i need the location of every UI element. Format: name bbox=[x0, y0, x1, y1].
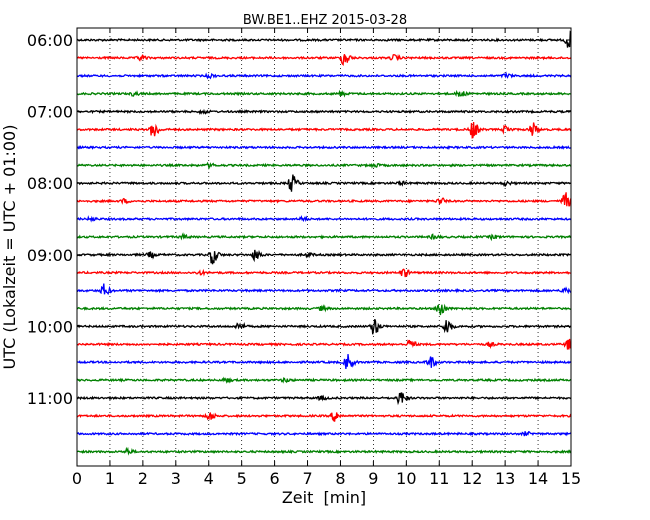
seismic-trace bbox=[76, 89, 572, 98]
x-tick-label: 1 bbox=[105, 469, 115, 488]
x-tick-label: 7 bbox=[302, 469, 312, 488]
y-tick-label: 09:00 bbox=[27, 246, 73, 265]
y-tick-label: 08:00 bbox=[27, 174, 73, 193]
x-tick-label: 0 bbox=[72, 469, 82, 488]
x-tick-label: 15 bbox=[561, 469, 581, 488]
seismic-trace bbox=[76, 430, 572, 437]
x-tick-label: 12 bbox=[462, 469, 482, 488]
seismic-trace bbox=[76, 354, 572, 370]
seismic-trace bbox=[76, 121, 572, 139]
x-tick-label: 13 bbox=[495, 469, 515, 488]
seismic-trace bbox=[76, 161, 571, 170]
x-tick-label: 5 bbox=[237, 469, 247, 488]
y-tick-label: 07:00 bbox=[27, 103, 73, 122]
x-tick-label: 8 bbox=[335, 469, 345, 488]
seismic-trace bbox=[76, 392, 572, 406]
y-axis-label: UTC (Lokalzeit = UTC + 01:00) bbox=[0, 125, 19, 370]
seismic-trace bbox=[76, 283, 572, 296]
x-tick-label: 6 bbox=[270, 469, 280, 488]
x-tick-label: 3 bbox=[171, 469, 181, 488]
y-tick-label: 11:00 bbox=[27, 389, 73, 408]
y-tick-label: 06:00 bbox=[27, 31, 73, 50]
seismic-trace bbox=[76, 412, 572, 422]
plot-frame bbox=[76, 27, 572, 467]
seismic-trace bbox=[76, 268, 572, 278]
seismic-trace bbox=[76, 192, 572, 207]
y-ticks: 06:00 07:00 08:00 09:00 10:00 11:00 bbox=[27, 31, 571, 408]
seismic-traces bbox=[76, 30, 572, 456]
seismic-trace bbox=[76, 71, 572, 80]
seismic-trace bbox=[76, 30, 572, 48]
x-ticks: 0 1 2 3 4 5 6 7 8 9 10 11 12 13 14 15 bbox=[72, 28, 581, 488]
x-tick-label: 2 bbox=[138, 469, 148, 488]
seismic-trace bbox=[77, 53, 572, 66]
x-tick-label: 4 bbox=[204, 469, 214, 488]
x-tick-label: 14 bbox=[528, 469, 548, 488]
seismic-trace bbox=[76, 214, 572, 223]
seismic-trace bbox=[76, 249, 572, 265]
seismic-trace bbox=[76, 108, 572, 115]
seismic-trace bbox=[76, 144, 572, 150]
chart-title: BW.BE1..EHZ 2015-03-28 bbox=[243, 13, 407, 28]
x-axis-label: Zeit [min] bbox=[282, 488, 366, 507]
x-tick-label: 11 bbox=[429, 469, 449, 488]
y-tick-label: 10:00 bbox=[27, 317, 73, 336]
x-tick-label: 9 bbox=[368, 469, 378, 488]
seismic-trace bbox=[76, 318, 572, 335]
seismic-trace bbox=[76, 338, 572, 350]
seismic-trace bbox=[77, 303, 572, 316]
seismic-trace bbox=[76, 232, 572, 242]
seismic-trace bbox=[76, 174, 572, 192]
seismic-trace bbox=[76, 376, 572, 384]
x-tick-label: 10 bbox=[396, 469, 416, 488]
seismic-trace bbox=[76, 446, 572, 456]
